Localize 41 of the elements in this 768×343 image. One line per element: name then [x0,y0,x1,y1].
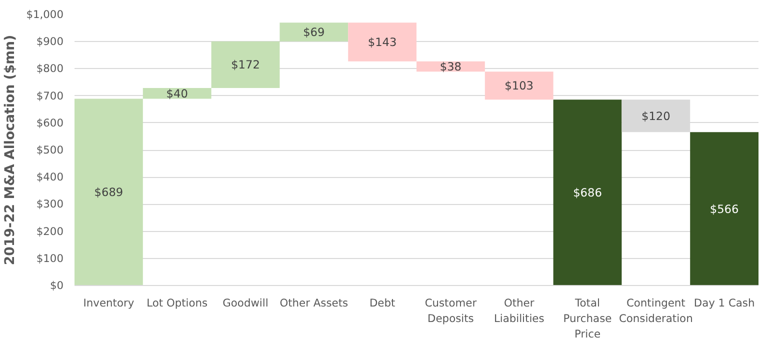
data-label: $143 [368,35,397,50]
bar [622,100,690,132]
x-tick-label: Other Assets [280,296,349,310]
bar [211,41,280,88]
data-label: $103 [504,78,534,93]
x-tick-label: Inventory [83,296,134,310]
data-label: $120 [641,108,670,123]
bar [690,132,758,286]
data-label: $69 [303,24,325,39]
y-tick-label: $100 [36,252,64,265]
y-axis-title: 2019-22 M&A Allocation ($mn) [3,34,18,266]
x-tick-label: Debt [369,296,396,310]
x-tick-label: Total Purchase Price [563,296,612,341]
x-tick-label: Goodwill [222,296,268,310]
x-tick-label: Other Liabilities [494,296,545,326]
data-label: $566 [710,202,739,216]
bar [74,98,143,286]
y-tick-label: $200 [36,224,64,238]
bar [484,72,554,100]
bar [142,88,212,99]
bar [280,22,348,42]
data-label: $172 [231,58,260,72]
y-tick-label: $0 [50,279,64,292]
x-tick-label: Day 1 Cash [694,296,755,310]
y-tick-label: $900 [36,35,64,48]
bar [348,22,416,62]
y-tick-label: $300 [36,198,64,211]
y-tick-label: $800 [36,62,64,76]
y-tick-label: $1,000 [26,8,64,21]
x-tick-label: Customer Deposits [424,296,478,326]
data-label: $40 [166,86,188,100]
y-tick-label: $600 [36,116,64,130]
data-label: $38 [440,60,462,74]
y-tick-label: $500 [36,144,64,156]
data-label: $689 [94,185,124,200]
data-label: $686 [573,186,602,200]
y-tick-label: $700 [36,89,64,102]
x-tick-label: Lot Options [146,296,208,310]
y-tick-label: $400 [36,170,64,184]
bar [553,100,622,286]
x-tick-label: Contingent Consideration [618,296,693,326]
